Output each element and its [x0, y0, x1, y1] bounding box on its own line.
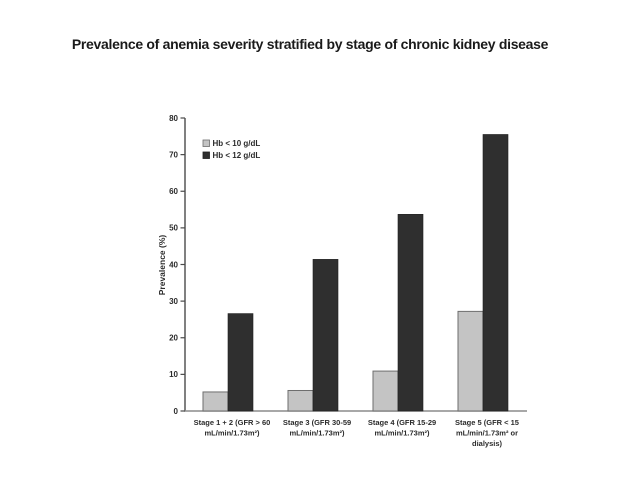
bar-hb-lt-12 — [482, 134, 509, 412]
x-category-label: dialysis) — [472, 439, 503, 448]
x-category-label: Stage 5 (GFR < 15 — [455, 418, 519, 427]
y-tick-label: 10 — [169, 370, 178, 379]
x-category-label: mL/min/1.73m² or — [456, 429, 518, 438]
x-category-label: Stage 1 + 2 (GFR > 60 — [194, 418, 271, 427]
x-category-label: Stage 3 (GFR 30-59 — [283, 418, 351, 427]
legend-label: Hb < 10 g/dL — [213, 139, 261, 148]
legend-label: Hb < 12 g/dL — [213, 151, 261, 160]
y-tick-label: 50 — [169, 224, 178, 233]
bar-hb-lt-10 — [372, 370, 399, 412]
bar-hb-lt-12 — [312, 259, 339, 412]
y-tick-label: 20 — [169, 334, 178, 343]
x-category-label: mL/min/1.73m²) — [374, 429, 430, 438]
legend-swatch — [202, 151, 210, 159]
bar-hb-lt-10 — [202, 391, 229, 412]
y-tick-label: 0 — [174, 407, 179, 416]
x-category-label: Stage 4 (GFR 15-29 — [368, 418, 436, 427]
bar-hb-lt-10 — [457, 310, 484, 412]
y-axis-title: Prevalence (%) — [157, 235, 167, 296]
bar-hb-lt-10 — [287, 389, 314, 412]
y-tick-label: 40 — [169, 260, 178, 269]
x-category-label: mL/min/1.73m²) — [204, 429, 260, 438]
bar-hb-lt-12 — [227, 313, 254, 412]
slide-title: Prevalence of anemia severity stratified… — [71, 36, 549, 52]
y-tick-label: 70 — [169, 150, 178, 159]
y-tick-label: 80 — [169, 114, 178, 123]
y-tick-label: 30 — [169, 297, 178, 306]
x-category-label: mL/min/1.73m²) — [289, 429, 345, 438]
bar-hb-lt-12 — [397, 214, 424, 412]
legend-swatch — [202, 139, 210, 147]
y-tick-label: 60 — [169, 187, 178, 196]
